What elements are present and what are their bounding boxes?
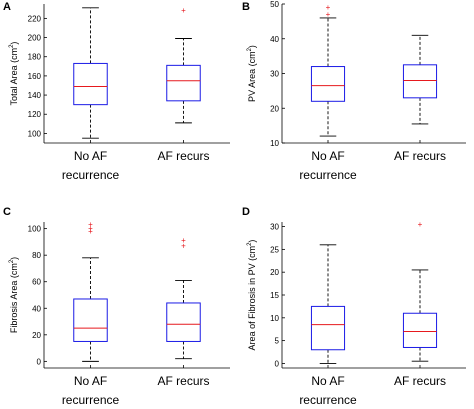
y-tick-label: 180 <box>28 53 42 62</box>
outlier-point: + <box>88 224 93 233</box>
y-axis-label: Total Area (cm2) <box>9 42 19 106</box>
outlier-point: + <box>418 220 423 229</box>
y-tick-label: 5 <box>275 337 280 346</box>
iqr-box <box>166 302 201 342</box>
y-tick-label: 10 <box>270 314 279 323</box>
outlier-point: + <box>181 6 186 15</box>
y-tick-label: 200 <box>28 34 42 43</box>
y-tick-label: 40 <box>32 304 41 313</box>
y-tick-label: 100 <box>28 129 42 138</box>
panel-a: 100 120 140 160 180 200 220 No AF recurrence AF r… <box>3 1 230 182</box>
category-label: No AF <box>311 149 344 163</box>
y-tick-label: 25 <box>270 245 279 254</box>
iqr-box <box>166 64 201 102</box>
panel-d: 0 5 10 15 20 25 30 No AF recurrence AF recurs Area… <box>242 206 466 407</box>
panel-c: 0 20 40 60 80 100 No AF recurrence AF recurs Fibr… <box>3 206 230 407</box>
iqr-box <box>402 312 438 348</box>
y-axis-label: PV Area (cm2) <box>247 45 257 102</box>
y-tick-label: 80 <box>32 251 41 260</box>
box-af-recurs: + <box>166 6 201 124</box>
y-tick-label: 0 <box>37 357 42 366</box>
panel-letter: C <box>3 206 11 218</box>
category-label: No AF <box>74 374 107 388</box>
y-axis-label: Fibrosis Area (cm2) <box>9 257 19 333</box>
category-label: recurrence <box>299 168 357 182</box>
y-tick-label: 60 <box>32 278 41 287</box>
y-tick-label: 50 <box>270 0 279 9</box>
y-tick-label: 0 <box>275 359 280 368</box>
outlier-point: + <box>181 236 186 245</box>
category-label: recurrence <box>62 393 120 407</box>
category-label: No AF <box>311 374 344 388</box>
outlier-point: + <box>326 3 331 12</box>
panel-b: 10 20 30 40 50 No AF recurrence AF recurs PV Are… <box>242 0 466 182</box>
category-label: No AF <box>74 149 107 163</box>
outlier-point: + <box>326 10 331 19</box>
outlier-point: + <box>181 241 186 250</box>
category-label: AF recurs <box>157 374 209 388</box>
y-tick-label: 20 <box>270 104 279 113</box>
box-af-recurs: + <box>402 220 438 362</box>
y-tick-label: 220 <box>28 14 42 23</box>
category-label: recurrence <box>299 393 357 407</box>
panel-letter: D <box>242 206 250 218</box>
y-tick-label: 40 <box>270 35 279 44</box>
box-af-recurs: ++ <box>166 236 201 360</box>
category-label: AF recurs <box>394 149 446 163</box>
category-label: AF recurs <box>394 374 446 388</box>
y-tick-label: 15 <box>270 291 279 300</box>
box-no-af-recurrence: +++ <box>73 220 108 362</box>
box-af-recurs <box>402 34 438 125</box>
y-axis-label: Area of Fibrosis in PV (cm2) <box>247 240 257 351</box>
y-tick-label: 140 <box>28 91 42 100</box>
y-tick-label: 20 <box>32 331 41 340</box>
category-label: recurrence <box>62 168 120 182</box>
category-label: AF recurs <box>157 149 209 163</box>
y-tick-label: 30 <box>270 70 279 79</box>
iqr-box <box>402 64 438 99</box>
outlier-point: + <box>88 220 93 229</box>
iqr-box <box>73 62 108 106</box>
y-tick-label: 100 <box>28 225 42 234</box>
box-no-af-recurrence: ++ <box>310 3 346 137</box>
iqr-box <box>310 66 346 102</box>
y-tick-label: 120 <box>28 110 42 119</box>
panel-letter: B <box>242 1 250 13</box>
iqr-box <box>73 298 108 342</box>
y-tick-label: 30 <box>270 223 279 232</box>
y-tick-label: 20 <box>270 268 279 277</box>
y-tick-label: 160 <box>28 72 42 81</box>
box-no-af-recurrence <box>73 7 108 139</box>
y-tick-label: 10 <box>270 139 279 148</box>
box-no-af-recurrence <box>310 244 346 364</box>
iqr-box <box>310 305 346 351</box>
outlier-point: + <box>88 227 93 236</box>
panel-letter: A <box>3 1 11 13</box>
